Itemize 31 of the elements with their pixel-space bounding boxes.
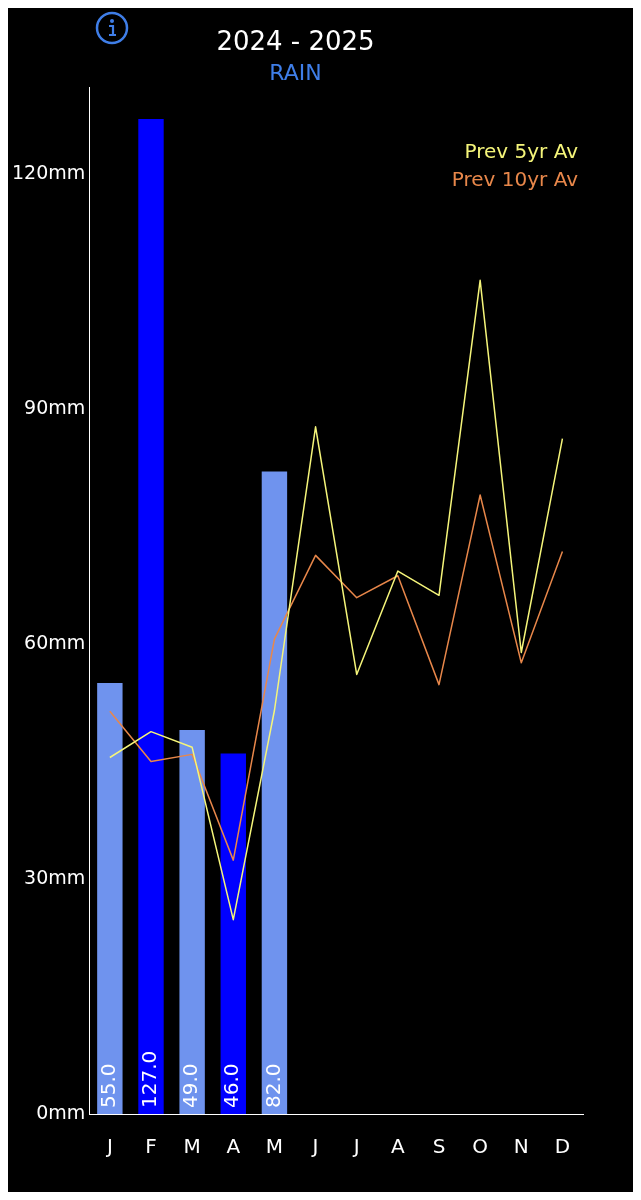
y-tick-label: 30mm — [24, 865, 86, 888]
x-tick-label: D — [554, 1134, 571, 1159]
text: Prev 5yr Av — [464, 138, 579, 163]
x-tick-label: O — [472, 1134, 489, 1159]
bar — [179, 730, 205, 1114]
bar — [138, 118, 164, 1114]
y-tick-label: 60mm — [24, 630, 86, 653]
bar — [97, 683, 123, 1114]
x-tick-label: S — [432, 1134, 446, 1159]
bar — [220, 753, 246, 1114]
chart-title: 2024 - 2025 — [216, 26, 375, 57]
y-tick-label: 120mm — [11, 160, 86, 183]
x-tick-label: J — [351, 1134, 360, 1159]
data-label: 55.0 — [96, 1063, 121, 1108]
x-tick-label: J — [310, 1134, 319, 1159]
x-tick-label: A — [391, 1134, 406, 1159]
x-tick-label: J — [104, 1134, 113, 1159]
x-tick-label: M — [265, 1134, 284, 1159]
y-tick-label: 90mm — [24, 395, 86, 418]
data-label: 46.0 — [219, 1063, 244, 1108]
x-tick-label: M — [183, 1134, 201, 1159]
text: Prev 10yr Av — [451, 166, 579, 191]
data-label: 49.0 — [178, 1063, 203, 1108]
x-tick-label: N — [513, 1134, 529, 1159]
y-tick-label: 0mm — [36, 1100, 86, 1123]
x-tick-label: A — [226, 1134, 241, 1159]
data-label: 127.0 — [137, 1050, 162, 1108]
data-label: 82.0 — [260, 1063, 285, 1108]
chart-subtitle: RAIN — [269, 60, 322, 86]
bar — [261, 471, 288, 1114]
x-tick-label: F — [145, 1134, 157, 1159]
